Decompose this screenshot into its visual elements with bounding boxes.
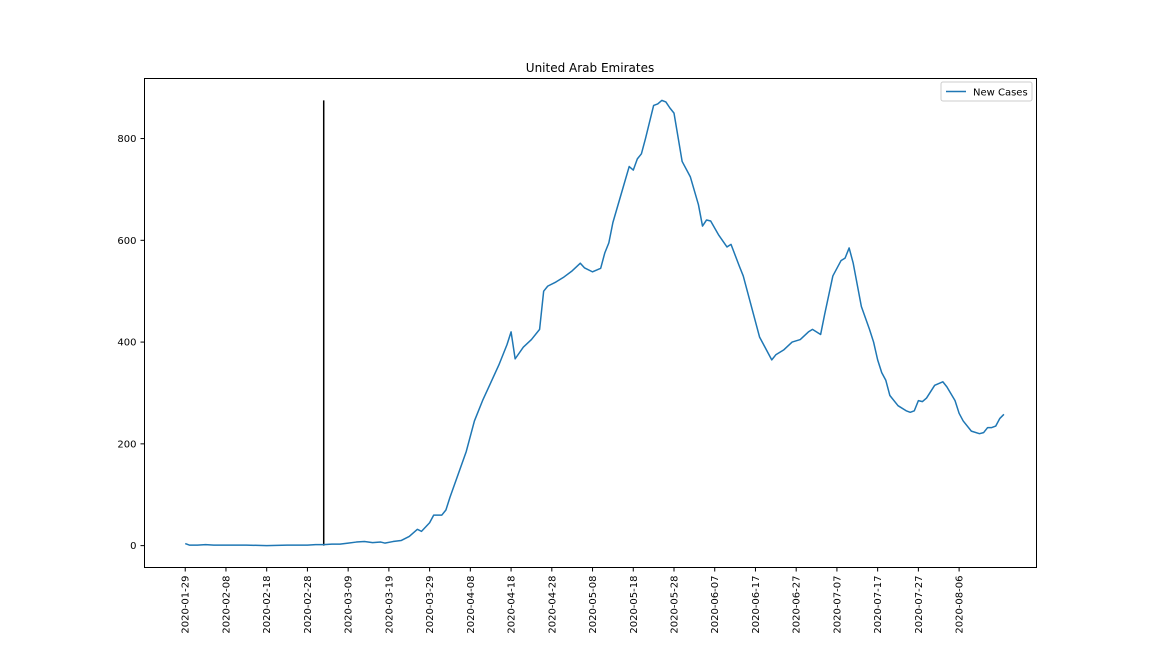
y-tick-label: 400 bbox=[117, 338, 136, 349]
x-tick-label: 2020-04-28 bbox=[547, 576, 558, 634]
series-line-new-cases bbox=[184, 99, 1005, 547]
x-tick-label: 2020-07-07 bbox=[832, 576, 843, 634]
x-tick-label: 2020-02-28 bbox=[303, 576, 314, 634]
plot-area-frame bbox=[144, 78, 1037, 568]
y-tick-label: 600 bbox=[117, 236, 136, 247]
x-tick-label: 2020-05-28 bbox=[669, 576, 680, 634]
x-tick-label: 2020-03-29 bbox=[425, 576, 436, 634]
x-tick-label: 2020-03-19 bbox=[384, 576, 395, 634]
x-tick-label: 2020-02-08 bbox=[221, 576, 232, 634]
x-axis: 2020-01-29 2020-02-08 2020-02-18 2020-02-28… bbox=[181, 567, 966, 634]
y-tick-label: 200 bbox=[117, 439, 136, 450]
x-tick-label: 2020-06-27 bbox=[792, 576, 803, 634]
legend-label-new-cases: New Cases bbox=[973, 88, 1028, 99]
x-tick-label: 2020-05-08 bbox=[588, 576, 599, 634]
legend-box bbox=[940, 81, 1033, 102]
chart-title: United Arab Emirates bbox=[526, 61, 654, 75]
x-tick-label: 2020-07-17 bbox=[873, 576, 884, 634]
x-tick-label: 2020-08-06 bbox=[955, 576, 966, 634]
x-tick-label: 2020-03-09 bbox=[344, 576, 355, 634]
y-tick-label: 0 bbox=[130, 541, 136, 552]
series-group bbox=[184, 99, 1005, 547]
x-tick-label: 2020-06-17 bbox=[751, 576, 762, 634]
y-axis: 0 200 400 600 800 bbox=[117, 134, 145, 552]
x-tick-label: 2020-05-18 bbox=[629, 576, 640, 634]
x-tick-label: 2020-04-18 bbox=[507, 576, 518, 634]
x-tick-label: 2020-06-07 bbox=[710, 576, 721, 634]
x-tick-label: 2020-04-08 bbox=[466, 576, 477, 634]
x-tick-label: 2020-07-27 bbox=[914, 576, 925, 634]
x-tick-label: 2020-02-18 bbox=[262, 576, 273, 634]
y-tick-label: 800 bbox=[117, 134, 136, 145]
legend: New Cases bbox=[940, 81, 1033, 102]
x-tick-label: 2020-01-29 bbox=[181, 576, 192, 634]
